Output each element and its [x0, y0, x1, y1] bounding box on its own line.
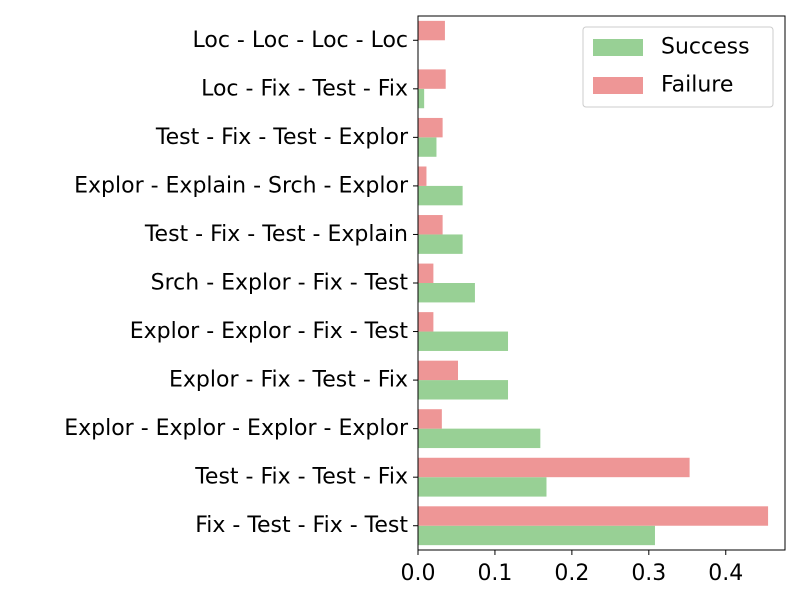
- legend-swatch-success: [593, 39, 643, 56]
- legend-label-failure: Failure: [661, 73, 733, 98]
- bar-success-test-fix-test-explor: [418, 137, 437, 157]
- x-axis-ticks: 0.0 0.1 0.2 0.3 0.4: [401, 550, 743, 586]
- y-axis-ticks: Fix - Test - Fix - Test Test - Fix - Test…: [64, 28, 418, 538]
- y-tick-label: Loc - Fix - Test - Fix: [201, 76, 408, 101]
- x-tick-label: 0.4: [708, 561, 743, 586]
- bar-failure-explor-explor-explor-explor: [418, 409, 442, 429]
- bar-failure-explor-fix-test-fix: [418, 360, 459, 381]
- bar-failure-test-fix-test-explor: [418, 117, 443, 138]
- plot-frame: [417, 15, 786, 551]
- y-tick-label: Test - Fix - Test - Explor: [155, 125, 409, 150]
- bar-success-test-fix-test-explain: [418, 234, 463, 254]
- y-tick-label: Loc - Loc - Loc - Loc: [193, 28, 408, 53]
- y-tick-label: Explor - Explain - Srch - Explor: [74, 173, 409, 198]
- bar-failure-test-fix-test-fix: [418, 457, 690, 478]
- bar-failure-explor-explain-srch-explor: [418, 166, 427, 186]
- bars-layer: [418, 20, 769, 546]
- y-tick-label: Fix - Test - Fix - Test: [195, 513, 408, 538]
- y-tick-label: Explor - Explor - Fix - Test: [130, 319, 409, 344]
- bar-success-explor-explain-srch-explor: [418, 185, 463, 206]
- x-tick-label: 0.3: [631, 561, 666, 586]
- bar-failure-test-fix-test-explain: [418, 215, 443, 235]
- bar-success-srch-explor-fix-test: [418, 283, 475, 303]
- y-tick-label: Test - Fix - Test - Explain: [144, 222, 408, 247]
- legend-label-success: Success: [661, 35, 750, 60]
- x-tick-label: 0.2: [554, 561, 589, 586]
- x-tick-label: 0.0: [401, 561, 436, 586]
- bar-success-fix-test-fix-test: [418, 525, 655, 546]
- legend: Success Failure: [582, 26, 774, 108]
- bar-failure-loc-loc-loc-loc: [418, 20, 445, 41]
- legend-swatch-failure: [593, 77, 643, 94]
- y-tick-label: Test - Fix - Test - Fix: [194, 465, 408, 490]
- bar-failure-srch-explor-fix-test: [418, 263, 434, 283]
- x-tick-label: 0.1: [477, 561, 512, 586]
- bar-success-explor-explor-explor-explor: [418, 428, 541, 449]
- bar-success-loc-fix-test-fix: [418, 88, 425, 109]
- y-tick-label: Explor - Fix - Test - Fix: [169, 368, 408, 393]
- bar-success-explor-explor-fix-test: [418, 331, 509, 351]
- bar-success-test-fix-test-fix: [418, 477, 547, 497]
- bar-failure-loc-fix-test-fix: [418, 69, 446, 89]
- bar-failure-fix-test-fix-test: [418, 506, 769, 526]
- bar-failure-explor-explor-fix-test: [418, 312, 434, 332]
- bar-success-explor-fix-test-fix: [418, 380, 509, 400]
- y-tick-label: Srch - Explor - Fix - Test: [151, 271, 409, 296]
- y-tick-label: Explor - Explor - Explor - Explor: [64, 416, 409, 441]
